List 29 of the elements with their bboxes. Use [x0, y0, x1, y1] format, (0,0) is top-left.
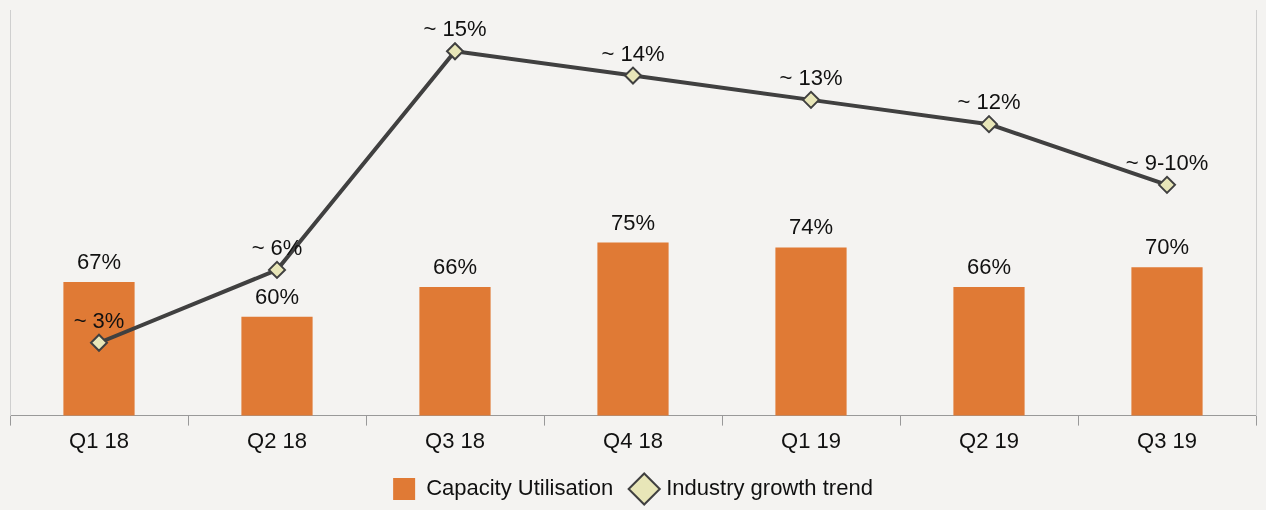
point — [624, 66, 642, 85]
point — [1158, 175, 1176, 194]
x-tick-label: Q3 18 — [425, 427, 485, 453]
point — [268, 260, 286, 279]
x-tick-label: Q1 18 — [69, 427, 129, 453]
x-tick-label: Q2 19 — [959, 427, 1019, 453]
data-label: 66% — [432, 254, 478, 280]
data-label: ~ 13% — [779, 64, 843, 90]
x-tick-label: Q4 18 — [603, 427, 663, 453]
data-label: ~ 15% — [423, 16, 487, 42]
x-tick-label: Q2 18 — [247, 427, 307, 453]
data-label: ~ 14% — [601, 40, 665, 66]
data-label: 60% — [254, 283, 300, 309]
x-tick-label: Q1 19 — [781, 427, 841, 453]
point — [90, 333, 108, 352]
data-label: 66% — [966, 254, 1012, 280]
point — [980, 115, 998, 134]
data-label: ~ 9-10% — [1125, 149, 1209, 175]
data-label: 75% — [610, 209, 656, 235]
data-label: 70% — [1144, 234, 1190, 260]
point — [446, 42, 464, 61]
x-tick-label: Q3 19 — [1137, 427, 1197, 453]
data-label: 74% — [788, 214, 834, 240]
legend-label: Capacity Utilisation — [426, 475, 614, 501]
point — [802, 90, 820, 109]
data-label: 67% — [76, 249, 122, 275]
legend-label: Industry growth trend — [666, 475, 873, 501]
data-label: ~ 12% — [957, 89, 1021, 115]
data-label: ~ 3% — [73, 307, 125, 333]
